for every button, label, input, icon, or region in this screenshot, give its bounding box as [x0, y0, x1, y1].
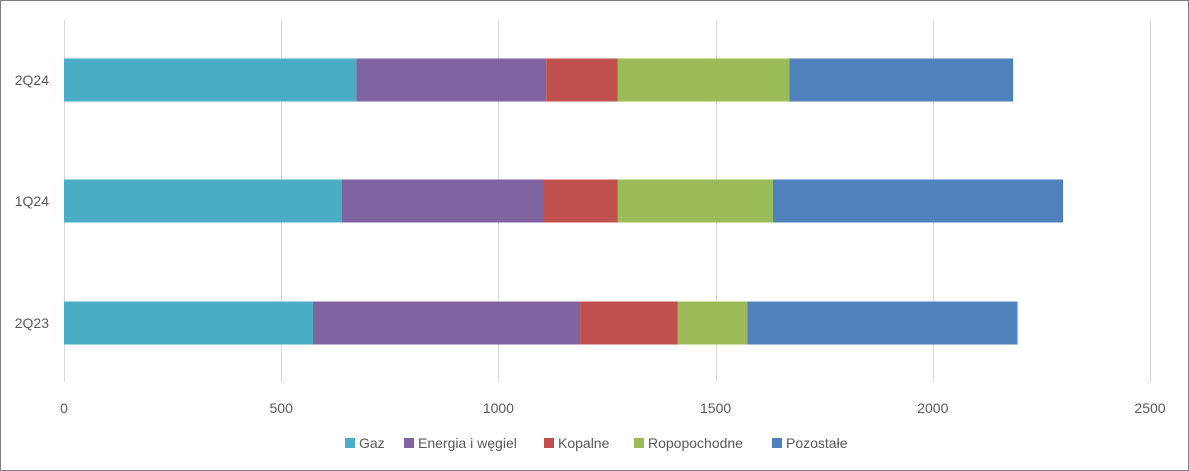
legend-label-2: Kopalne [558, 435, 610, 451]
bar-1Q24-gaz [64, 179, 343, 223]
bar-1Q24-ropopochodne [617, 179, 773, 223]
bar-2Q23-pozostałe [747, 301, 1018, 345]
bar-2Q23-kopalne [580, 301, 678, 345]
bar-2Q23-energia-i-węgiel [312, 301, 581, 345]
legend-label-1: Energia i węgiel [418, 435, 517, 451]
x-tick-label-1500: 1500 [700, 400, 731, 416]
x-tick-label-0: 0 [60, 400, 68, 416]
bar-2Q23-gaz [64, 301, 313, 345]
category-labels: 2Q24 1Q24 2Q23 [15, 72, 49, 331]
legend-swatch-4 [772, 438, 782, 448]
bar-2Q24-gaz [64, 58, 357, 102]
bar-2Q23-ropopochodne [677, 301, 748, 345]
legend-swatch-3 [634, 438, 644, 448]
bars [64, 58, 1064, 345]
bar-1Q24-kopalne [544, 179, 618, 223]
legend-label-3: Ropopochodne [648, 435, 743, 451]
legend-swatch-1 [404, 438, 414, 448]
legend-swatch-0 [345, 438, 355, 448]
x-tick-label-1000: 1000 [483, 400, 514, 416]
category-label-2Q24: 2Q24 [15, 72, 49, 88]
x-tick-label-500: 500 [270, 400, 294, 416]
category-label-2Q23: 2Q23 [15, 315, 49, 331]
bar-1Q24-energia-i-węgiel [342, 179, 545, 223]
legend: Gaz Energia i węgiel Kopalne Ropopochodne Po… [345, 435, 848, 451]
bar-2Q24-kopalne [546, 58, 618, 102]
bar-1Q24-pozostałe [772, 179, 1064, 223]
category-label-1Q24: 1Q24 [15, 193, 49, 209]
legend-swatch-2 [544, 438, 554, 448]
legend-label-0: Gaz [359, 435, 385, 451]
x-tick-label-2000: 2000 [917, 400, 948, 416]
bar-2Q24-pozostałe [789, 58, 1014, 102]
x-tick-label-2500: 2500 [1134, 400, 1165, 416]
bar-2Q24-energia-i-węgiel [356, 58, 547, 102]
bar-2Q24-ropopochodne [617, 58, 790, 102]
x-tick-labels: 0 500 1000 1500 2000 2500 [60, 400, 1166, 416]
legend-label-4: Pozostałe [786, 435, 848, 451]
